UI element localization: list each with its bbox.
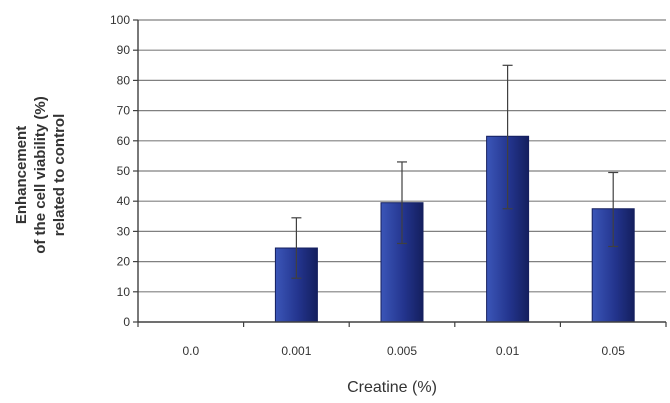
y-tick-label: 60: [117, 134, 131, 148]
x-axis-title: Creatine (%): [347, 379, 437, 396]
y-tick-label: 80: [117, 73, 131, 87]
y-tick-label: 10: [117, 285, 131, 299]
x-tick-label: 0.0: [182, 344, 199, 358]
error-bars: [291, 64, 619, 279]
x-axis-ticks: 0.0 0.001 0.005 0.01 0.05: [137, 322, 667, 358]
y-axis-title-line-3: related to control: [51, 114, 68, 237]
y-tick-label: 20: [117, 255, 131, 269]
y-axis-title: Enhancement of the cell viability (%) re…: [13, 96, 68, 254]
y-tick-label: 40: [117, 194, 131, 208]
y-axis-title-line-2: of the cell viability (%): [32, 96, 49, 254]
x-tick-label: 0.005: [387, 344, 417, 358]
y-tick-label: 90: [117, 43, 131, 57]
x-tick-label: 0.01: [496, 344, 520, 358]
y-axis-ticks: 0 10 20 30 40 50 60 70 80 90 100: [110, 13, 138, 329]
y-tick-label: 70: [117, 104, 131, 118]
y-tick-label: 0: [123, 315, 130, 329]
y-axis-title-line-1: Enhancement: [13, 126, 30, 224]
y-tick-label: 100: [110, 13, 130, 27]
bars: [274, 135, 635, 323]
y-tick-label: 30: [117, 224, 131, 238]
x-tick-label: 0.05: [602, 344, 626, 358]
x-tick-label: 0.001: [281, 344, 311, 358]
axes: [137, 20, 666, 323]
bar: [274, 247, 318, 323]
y-tick-label: 50: [117, 164, 131, 178]
